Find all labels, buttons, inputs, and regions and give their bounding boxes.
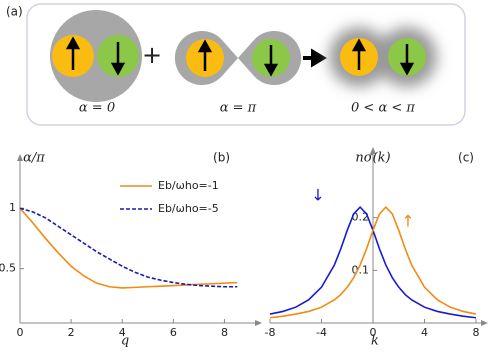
series-label: ↓ <box>311 186 324 205</box>
x-tick-label: -8 <box>265 326 276 339</box>
caption: 0 < α < π <box>351 101 415 116</box>
x-axis-label: q <box>121 334 129 349</box>
y-axis-label: nσ(k) <box>355 151 390 166</box>
x-axis-label: k <box>371 334 379 349</box>
x-tick-label: 4 <box>119 326 126 339</box>
legend-label: Eb/ωho=-5 <box>158 202 219 215</box>
y-tick-label: 0.2 <box>352 211 370 224</box>
x-tick-label: 0 <box>370 326 377 339</box>
y-tick-label: 0.5 <box>0 262 16 275</box>
x-tick-label: 8 <box>221 326 228 339</box>
x-tick-label: 0 <box>17 326 24 339</box>
x-tick-label: -4 <box>316 326 327 339</box>
data-line <box>19 207 238 288</box>
x-axis-arrow <box>481 320 488 326</box>
caption: α = π <box>220 101 257 116</box>
panel-a-label: (a) <box>6 5 23 19</box>
data-line <box>269 205 477 319</box>
molecule-alpha-0 <box>50 10 142 102</box>
caption: α = 0 <box>79 101 115 116</box>
process-arrow <box>303 48 327 68</box>
x-tick-label: 4 <box>421 326 428 339</box>
y-axis-arrow <box>370 147 376 154</box>
molecule-alpha-mid <box>329 27 437 87</box>
series-label: ↑ <box>401 212 414 231</box>
molecule-alpha-pi <box>174 31 302 86</box>
y-tick-label: 1 <box>9 201 16 214</box>
x-axis-arrow <box>255 320 262 326</box>
x-tick-label: 6 <box>170 326 177 339</box>
x-tick-label: 8 <box>473 326 480 339</box>
x-tick-label: 2 <box>68 326 75 339</box>
y-axis-arrow <box>17 154 23 161</box>
panel-label: (b) <box>213 151 230 165</box>
legend-label: Eb/ωho=-1 <box>158 179 219 192</box>
y-axis-label: α/π <box>23 151 45 166</box>
panel-label: (c) <box>458 151 474 165</box>
plus-sign: + <box>142 41 162 69</box>
data-line <box>19 207 238 289</box>
